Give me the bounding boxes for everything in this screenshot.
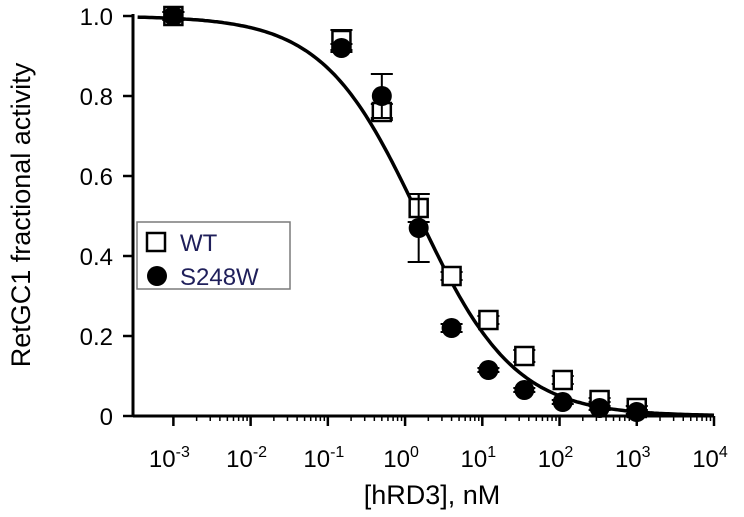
series-s248w [162, 6, 648, 422]
x-axis-title: [hRD3], nM [364, 480, 501, 510]
x-tick-label-7: 104 [692, 444, 728, 473]
x-tick-label-4: 101 [461, 444, 497, 473]
legend: WT S248W [136, 221, 291, 291]
s248w-point [588, 398, 611, 418]
s248w-marker [589, 398, 610, 418]
s248w-point [162, 6, 185, 26]
s248w-point [440, 318, 463, 338]
x-ticks: 10-3 10-2 10-1 100 101 102 103 104 [149, 416, 728, 473]
y-axis-title: RetGC1 fractional activity [6, 62, 36, 367]
wt-marker [552, 369, 573, 391]
wt-point [440, 265, 463, 287]
legend-label-wt: WT [180, 230, 218, 257]
legend-label-s248w: S248W [180, 264, 259, 291]
legend-marker-s248w [147, 266, 167, 286]
s248w-marker [441, 318, 462, 338]
legend-marker-wt [145, 231, 167, 253]
x-tick-label-0: 10-3 [149, 444, 190, 473]
s248w-point [477, 360, 500, 380]
y-tick-label-5: 1.0 [80, 4, 113, 31]
wt-marker [441, 265, 462, 287]
x-tick-label-1: 10-2 [226, 444, 267, 473]
s248w-point [625, 402, 648, 422]
series-wt [162, 5, 648, 419]
s248w-marker [478, 360, 499, 380]
x-tick-label-3: 100 [383, 444, 419, 473]
s248w-marker [408, 218, 429, 238]
y-tick-label-4: 0.8 [80, 84, 113, 111]
s248w-marker [514, 380, 535, 400]
y-ticks: 0 0.2 0.4 0.6 0.8 1.0 [80, 4, 133, 431]
s248w-marker [331, 38, 352, 58]
wt-marker [478, 309, 499, 331]
s248w-marker [626, 402, 647, 422]
x-tick-label-2: 10-1 [303, 444, 344, 473]
wt-marker [514, 345, 535, 367]
wt-point [477, 309, 500, 331]
s248w-point [551, 392, 574, 412]
y-tick-label-3: 0.6 [80, 164, 113, 191]
wt-point [551, 369, 574, 391]
s248w-marker [371, 86, 392, 106]
s248w-marker [552, 392, 573, 412]
s248w-point [370, 73, 393, 119]
y-tick-label-1: 0.2 [80, 324, 113, 351]
s248w-point [330, 38, 353, 58]
s248w-marker [163, 6, 184, 26]
s248w-point [407, 193, 430, 263]
x-tick-label-6: 103 [615, 444, 651, 473]
y-tick-label-2: 0.4 [80, 244, 113, 271]
s248w-point [513, 380, 536, 400]
axes [131, 14, 714, 418]
x-tick-label-5: 102 [538, 444, 574, 473]
wt-point [513, 345, 536, 367]
y-tick-label-0: 0 [100, 404, 113, 431]
